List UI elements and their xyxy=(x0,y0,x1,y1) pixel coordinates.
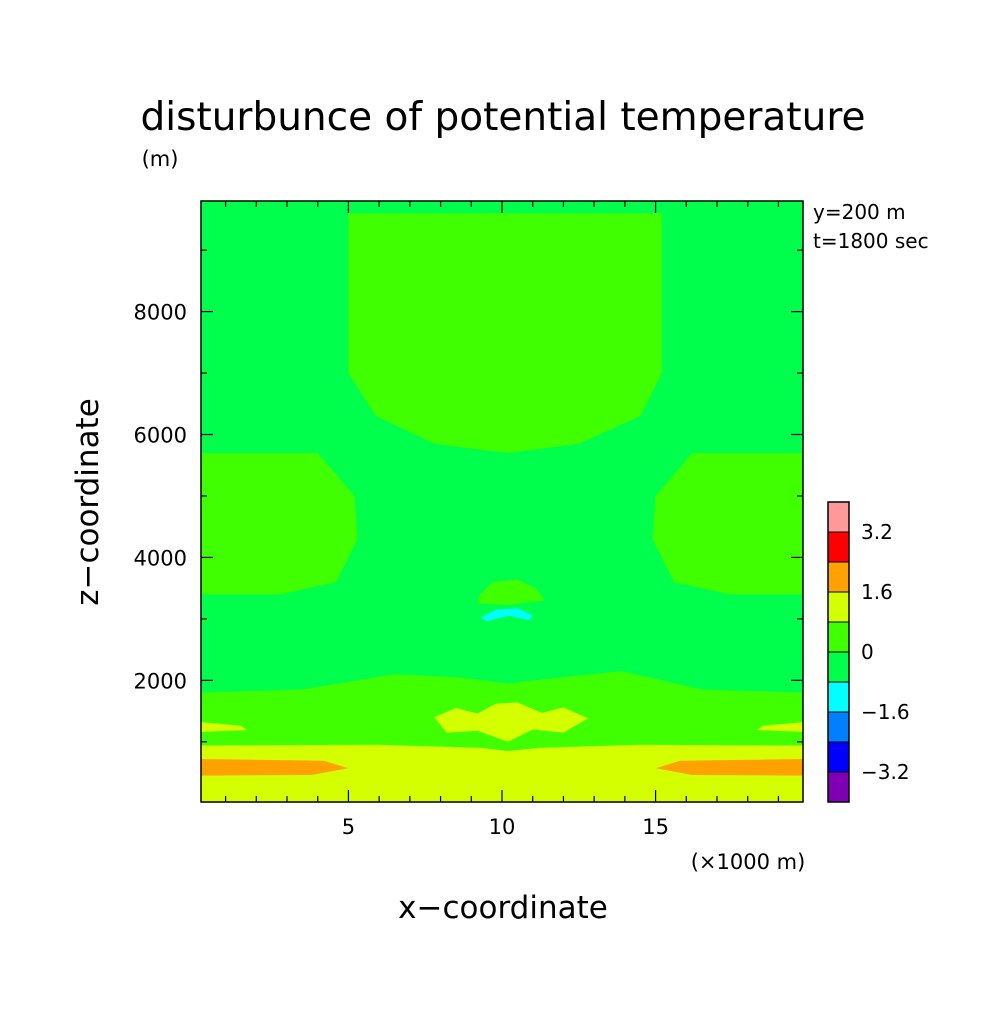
colorbar-label: −3.2 xyxy=(861,760,910,784)
colorbar-swatch xyxy=(827,771,850,803)
plot-area xyxy=(201,201,803,802)
colorbar-swatch xyxy=(827,591,850,623)
y-tick-label: 4000 xyxy=(134,546,187,570)
x-tick-label: 5 xyxy=(342,815,355,839)
x-tick-label: 10 xyxy=(489,815,516,839)
colorbar-swatch xyxy=(827,501,850,533)
colorbar-label: −1.6 xyxy=(861,700,910,724)
colorbar-swatch xyxy=(827,621,850,653)
chart-title: disturbunce of potential temperature xyxy=(141,95,866,140)
colorbar-swatch xyxy=(827,531,850,563)
y-axis-label: z−coordinate xyxy=(70,398,106,606)
x-axis-label: x−coordinate xyxy=(398,890,608,926)
contour-region-7 xyxy=(756,722,803,732)
chart-title-unit: (m) xyxy=(142,147,179,171)
colorbar: −3.2 −1.6 0 1.6 3.2 xyxy=(827,501,910,803)
colorbar-label: 1.6 xyxy=(861,580,893,604)
y-tick-label: 8000 xyxy=(134,301,187,325)
contour-region-1 xyxy=(201,453,358,595)
contour-region-9 xyxy=(201,744,803,802)
colorbar-swatch xyxy=(827,711,850,743)
colorbar-swatch xyxy=(827,651,850,683)
colorbar-swatch xyxy=(827,741,850,773)
annotation-t: t=1800 sec xyxy=(813,229,929,253)
contour-region-3 xyxy=(477,579,545,605)
contour-region-8 xyxy=(434,702,588,742)
annotation-y: y=200 m xyxy=(813,200,906,224)
colorbar-label: 3.2 xyxy=(861,520,893,544)
contour-region-0 xyxy=(348,213,662,453)
contour-region-4 xyxy=(480,608,533,622)
colorbar-label: 0 xyxy=(861,640,874,664)
colorbar-swatch xyxy=(827,681,850,713)
y-tick-label: 6000 xyxy=(134,424,187,448)
colorbar-swatch xyxy=(827,561,850,593)
y-tick-label: 2000 xyxy=(134,669,187,693)
contour-region-2 xyxy=(652,453,803,595)
contour-region-6 xyxy=(201,722,248,732)
contour-region-11 xyxy=(655,759,803,776)
x-axis-unit: (×1000 m) xyxy=(691,850,806,874)
contour-region-10 xyxy=(201,759,349,776)
axis-ticks: 5 10 15 2000 4000 6000 8000 xyxy=(134,201,803,839)
colorbar-frame xyxy=(827,501,850,803)
x-tick-label: 15 xyxy=(642,815,669,839)
